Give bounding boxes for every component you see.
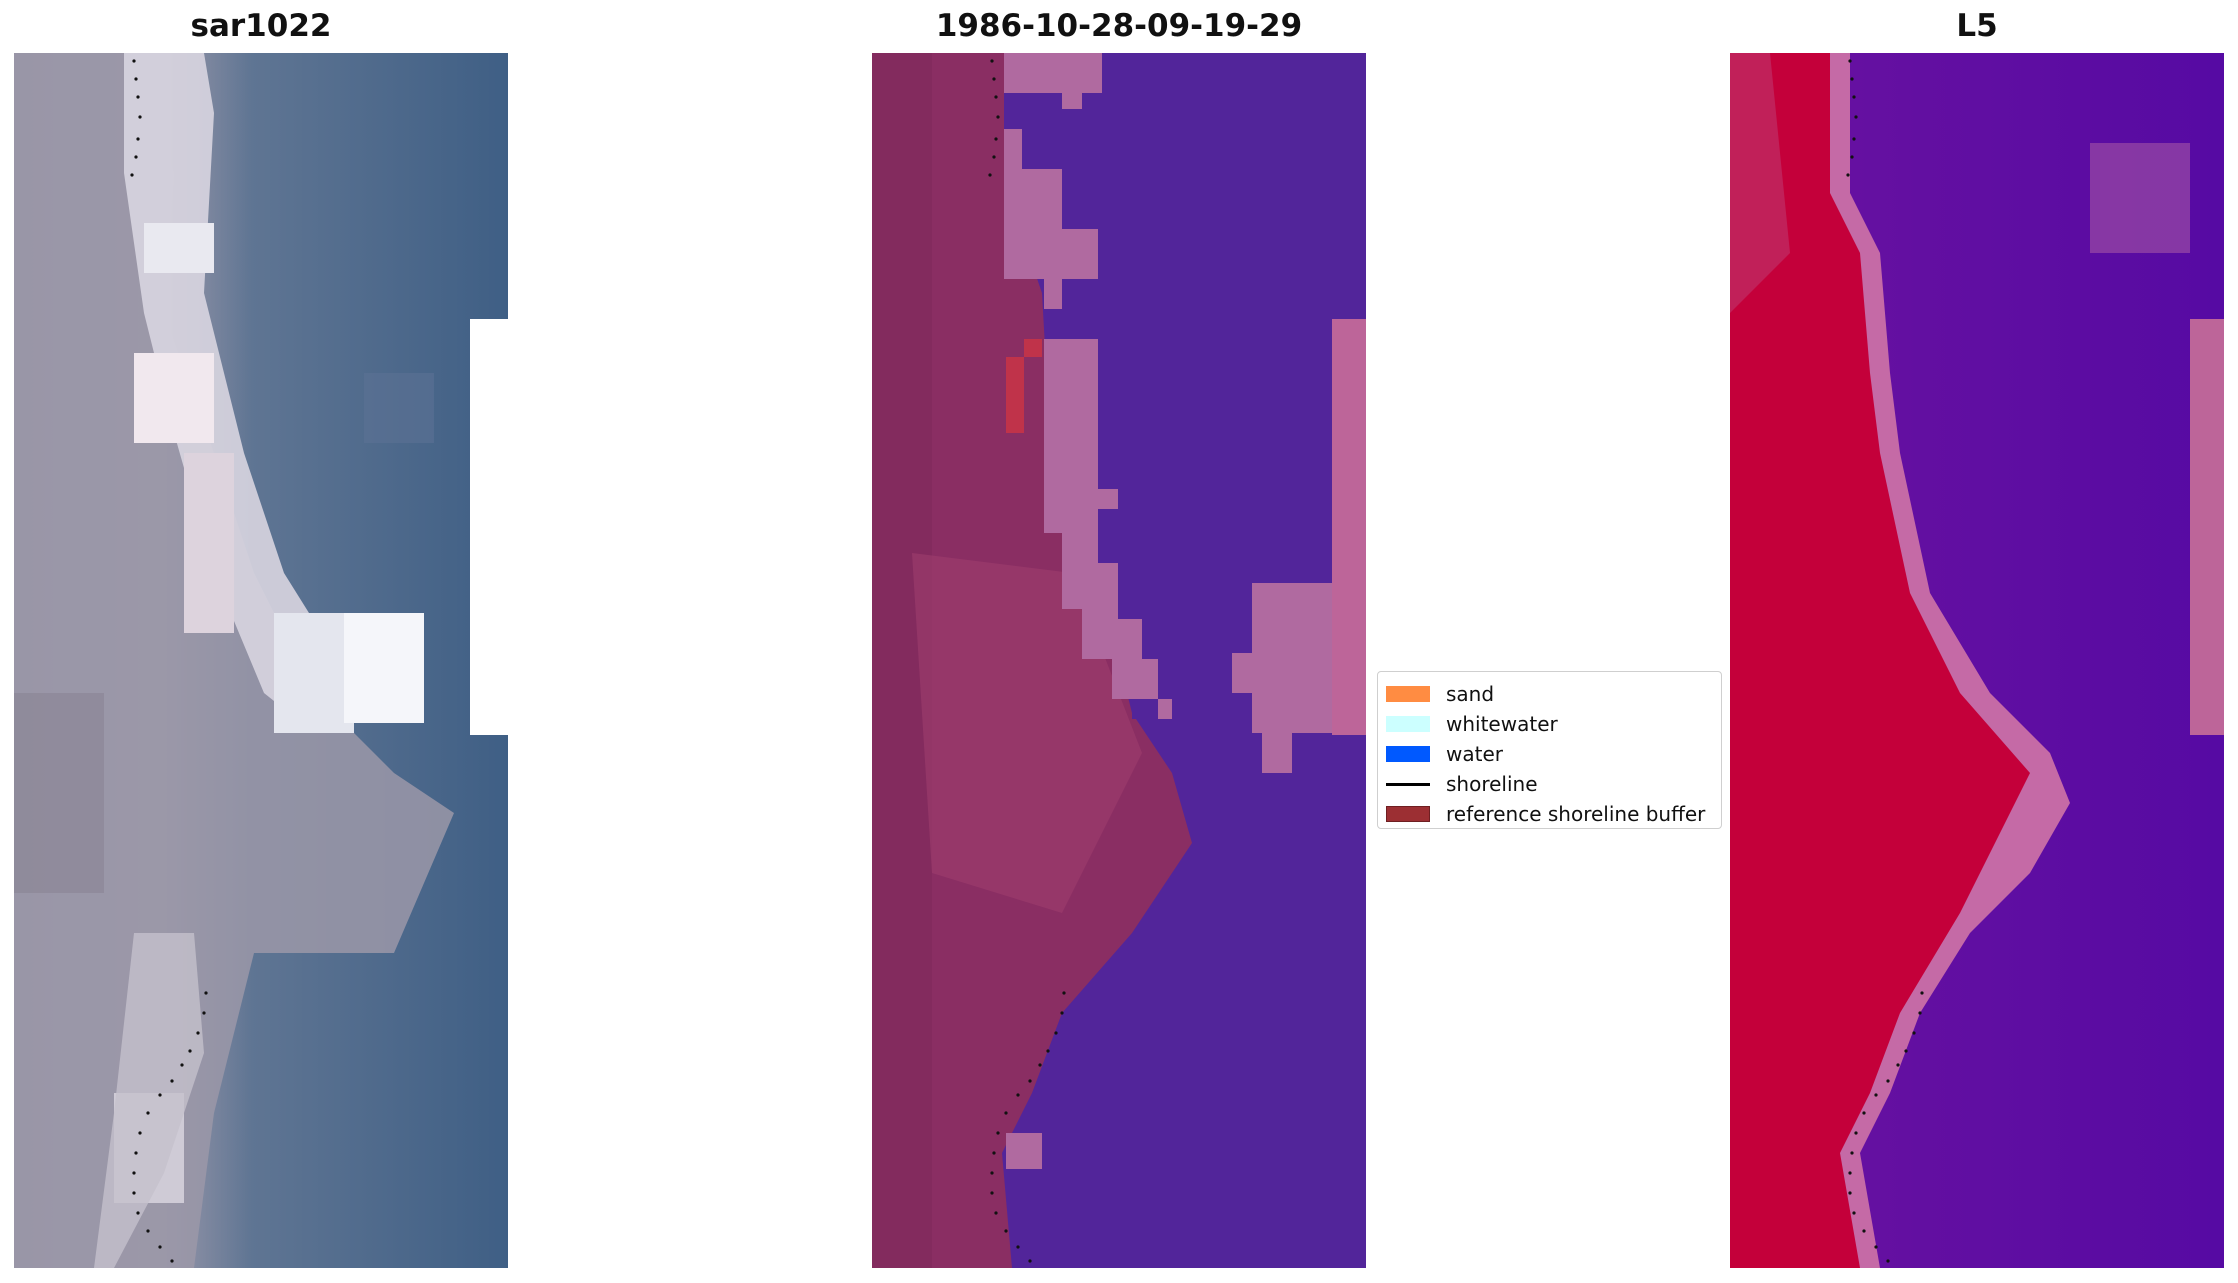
rgb-image-panel — [14, 53, 508, 1268]
legend-label-water: water — [1446, 742, 1503, 766]
classified-image — [872, 53, 1366, 1268]
sand-swatch — [1386, 686, 1430, 702]
shoreline-points-classified — [988, 59, 1066, 1263]
legend: sand whitewater water shoreline referenc… — [1377, 671, 1722, 829]
shoreline-line-swatch — [1386, 782, 1430, 786]
classified-image-panel — [872, 53, 1366, 1268]
reference-buffer-swatch — [1386, 806, 1430, 822]
shoreline-points-index — [1846, 59, 1924, 1263]
legend-label-shoreline: shoreline — [1446, 772, 1538, 796]
legend-item-shoreline: shoreline — [1386, 769, 1713, 799]
legend-item-sand: sand — [1386, 679, 1713, 709]
legend-item-whitewater: whitewater — [1386, 709, 1713, 739]
index-image-panel — [1730, 53, 2224, 1268]
panel-title-classified: 1986-10-28-09-19-29 — [935, 8, 1303, 44]
legend-label-sand: sand — [1446, 682, 1495, 706]
legend-item-water: water — [1386, 739, 1713, 769]
index-image — [1730, 53, 2224, 1268]
rgb-image — [14, 53, 508, 1268]
whitewater-swatch — [1386, 716, 1430, 732]
legend-label-reference-buffer: reference shoreline buffer — [1446, 802, 1706, 826]
legend-label-whitewater: whitewater — [1446, 712, 1558, 736]
panel-title-rgb: sar1022 — [190, 8, 332, 44]
shoreline-points-rgb — [130, 59, 208, 1263]
water-swatch — [1386, 746, 1430, 762]
legend-item-reference-buffer: reference shoreline buffer — [1386, 799, 1713, 829]
panel-title-index: L5 — [1956, 8, 1998, 44]
